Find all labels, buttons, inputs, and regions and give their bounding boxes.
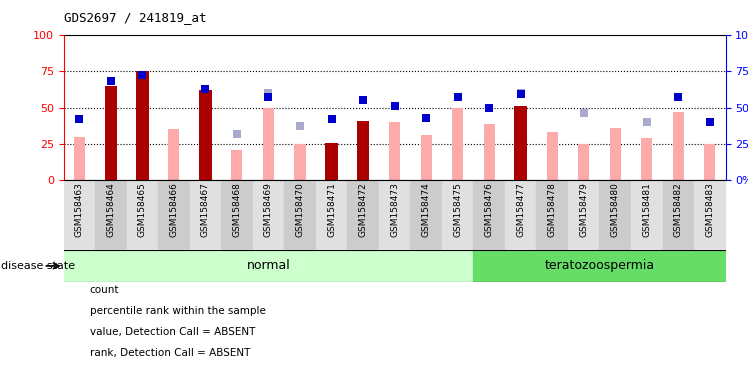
Text: GSM158480: GSM158480: [610, 183, 620, 237]
Bar: [284, 180, 316, 252]
Bar: [694, 180, 726, 252]
Text: GSM158483: GSM158483: [705, 183, 714, 237]
Text: disease state: disease state: [1, 261, 75, 271]
Bar: [578, 144, 589, 180]
Bar: [411, 180, 442, 252]
Text: count: count: [90, 285, 119, 295]
Bar: [547, 132, 558, 180]
Bar: [473, 180, 505, 252]
Text: GSM158464: GSM158464: [106, 183, 115, 237]
Text: GSM158478: GSM158478: [548, 183, 557, 237]
Bar: [95, 180, 126, 252]
Text: GSM158471: GSM158471: [327, 183, 336, 237]
Text: GSM158465: GSM158465: [138, 183, 147, 237]
Bar: [389, 122, 400, 180]
Text: GSM158479: GSM158479: [579, 183, 588, 237]
Bar: [347, 180, 378, 252]
Text: value, Detection Call = ABSENT: value, Detection Call = ABSENT: [90, 327, 255, 337]
Text: GSM158468: GSM158468: [233, 183, 242, 237]
Bar: [105, 86, 117, 180]
Bar: [641, 138, 652, 180]
Text: GSM158481: GSM158481: [643, 183, 652, 237]
Bar: [295, 144, 305, 180]
Bar: [599, 180, 631, 252]
Bar: [378, 180, 411, 252]
Text: GSM158466: GSM158466: [169, 183, 179, 237]
Bar: [442, 180, 473, 252]
Text: GSM158472: GSM158472: [358, 183, 367, 237]
Bar: [705, 144, 715, 180]
Bar: [74, 137, 85, 180]
Bar: [631, 180, 663, 252]
Bar: [136, 71, 149, 180]
Bar: [325, 142, 338, 180]
Bar: [357, 121, 370, 180]
Text: teratozoospermia: teratozoospermia: [545, 260, 654, 272]
Text: normal: normal: [247, 260, 290, 272]
Text: rank, Detection Call = ABSENT: rank, Detection Call = ABSENT: [90, 348, 250, 358]
Bar: [536, 180, 568, 252]
Bar: [64, 180, 95, 252]
Bar: [253, 180, 284, 252]
Bar: [126, 180, 158, 252]
Text: GSM158463: GSM158463: [75, 183, 84, 237]
Bar: [420, 135, 432, 180]
Bar: [158, 180, 190, 252]
Bar: [672, 112, 684, 180]
Bar: [663, 180, 694, 252]
Bar: [473, 250, 726, 282]
Text: GSM158474: GSM158474: [422, 183, 431, 237]
Text: percentile rank within the sample: percentile rank within the sample: [90, 306, 266, 316]
Text: GSM158467: GSM158467: [201, 183, 210, 237]
Bar: [515, 106, 527, 180]
Bar: [263, 108, 274, 180]
Text: GDS2697 / 241819_at: GDS2697 / 241819_at: [64, 12, 206, 25]
Bar: [484, 124, 494, 180]
Bar: [190, 180, 221, 252]
Text: GSM158477: GSM158477: [516, 183, 525, 237]
Bar: [358, 121, 369, 180]
Bar: [610, 128, 621, 180]
Bar: [64, 250, 473, 282]
Bar: [231, 150, 242, 180]
Bar: [316, 180, 347, 252]
Bar: [568, 180, 599, 252]
Bar: [199, 90, 212, 180]
Bar: [505, 180, 536, 252]
Text: GSM158476: GSM158476: [485, 183, 494, 237]
Bar: [452, 108, 463, 180]
Text: GSM158470: GSM158470: [295, 183, 304, 237]
Bar: [221, 180, 253, 252]
Text: GSM158473: GSM158473: [390, 183, 399, 237]
Text: GSM158469: GSM158469: [264, 183, 273, 237]
Text: GSM158475: GSM158475: [453, 183, 462, 237]
Text: GSM158482: GSM158482: [674, 183, 683, 237]
Bar: [168, 129, 180, 180]
